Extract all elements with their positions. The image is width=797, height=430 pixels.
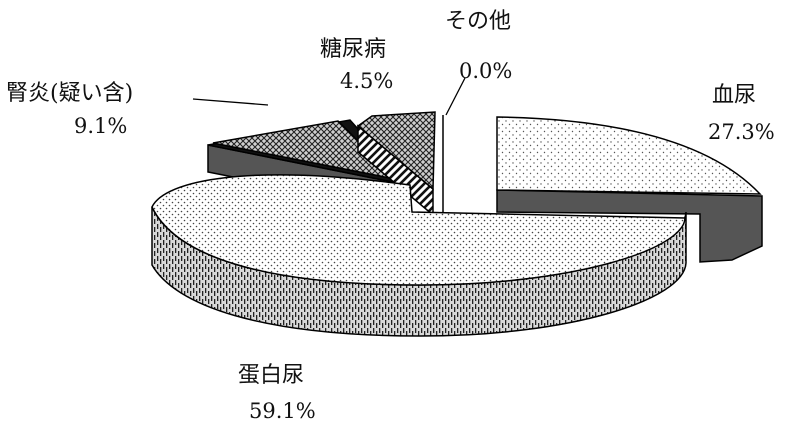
slice-diabetes-top xyxy=(356,111,436,191)
slice-hematuria-top xyxy=(496,116,762,195)
slice-hematuria-side xyxy=(496,189,763,263)
value-other: 0.0% xyxy=(459,59,512,83)
leader-line-kidney-disease xyxy=(192,98,269,106)
value-proteinuria: 59.1% xyxy=(249,399,316,423)
label-diabetes: 糖尿病 xyxy=(320,37,386,62)
slice-proteinuria xyxy=(151,174,687,337)
leader-line-other xyxy=(445,77,466,116)
slice-diabetes xyxy=(356,111,436,217)
value-kidney-disease: 9.1% xyxy=(74,114,127,138)
label-proteinuria: 蛋白尿 xyxy=(238,363,304,388)
label-hematuria: 血尿 xyxy=(712,83,756,108)
slice-proteinuria-top xyxy=(151,174,686,286)
slice-hematuria xyxy=(496,116,763,263)
label-other: その他 xyxy=(445,9,511,34)
value-hematuria: 27.3% xyxy=(708,120,775,144)
value-diabetes: 4.5% xyxy=(340,69,393,93)
label-kidney-disease: 腎炎(疑い含) xyxy=(6,81,133,106)
